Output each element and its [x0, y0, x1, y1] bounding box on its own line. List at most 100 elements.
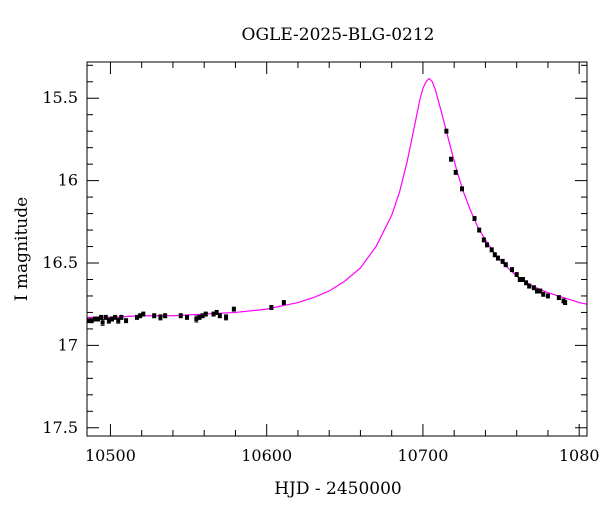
- data-point: [203, 311, 208, 317]
- tick-labels: 10500 10600 10700 1080 15.5 16 16.5 17 17.5: [42, 88, 599, 465]
- data-marker: [500, 259, 505, 264]
- y-tick-label: 17.5: [42, 418, 78, 437]
- data-marker: [116, 318, 121, 323]
- axis-ticks: [87, 62, 587, 436]
- data-point: [527, 283, 532, 289]
- data-point: [185, 314, 189, 320]
- data-marker: [138, 313, 143, 318]
- data-point: [556, 295, 561, 301]
- data-point: [495, 255, 500, 261]
- data-marker: [472, 216, 477, 221]
- data-marker: [89, 318, 94, 323]
- plot-frame: [86, 61, 588, 437]
- data-point: [460, 186, 464, 192]
- data-marker: [194, 317, 199, 322]
- data-marker: [524, 280, 529, 285]
- data-marker: [520, 277, 525, 282]
- y-tick-label: 15.5: [42, 88, 78, 107]
- data-marker: [453, 170, 458, 175]
- data-point: [472, 216, 477, 221]
- data-point: [119, 314, 124, 320]
- data-marker: [99, 315, 104, 320]
- data-marker: [224, 315, 229, 320]
- data-marker: [100, 320, 105, 325]
- data-point: [514, 272, 519, 278]
- data-marker: [269, 305, 274, 310]
- data-point: [224, 314, 229, 321]
- data-marker: [531, 285, 536, 290]
- data-point: [113, 314, 118, 320]
- data-point: [444, 128, 449, 134]
- data-point: [231, 306, 236, 312]
- data-marker: [481, 237, 486, 242]
- data-point: [503, 262, 508, 268]
- data-point: [477, 227, 482, 233]
- data-point: [281, 300, 286, 306]
- data-marker: [541, 292, 546, 297]
- data-marker: [200, 313, 205, 318]
- data-point: [217, 313, 222, 319]
- x-tick-label: 1080: [559, 446, 600, 465]
- data-marker: [92, 317, 97, 322]
- data-marker: [211, 312, 216, 317]
- y-tick-label: 16.5: [42, 253, 78, 272]
- data-point: [541, 291, 546, 297]
- model-curve-layer: [87, 77, 588, 318]
- data-marker: [503, 262, 508, 267]
- data-marker: [489, 247, 494, 252]
- data-marker: [178, 313, 183, 318]
- data-point: [449, 156, 454, 162]
- data-marker: [203, 312, 208, 317]
- x-tick-label: 10500: [85, 446, 136, 465]
- data-point: [563, 300, 568, 306]
- data-marker: [449, 157, 454, 162]
- data-marker: [86, 318, 91, 323]
- data-marker: [535, 289, 539, 294]
- data-marker: [106, 318, 111, 323]
- data-marker: [217, 313, 222, 318]
- data-point: [110, 316, 114, 322]
- data-marker: [545, 293, 550, 298]
- data-points-layer: [86, 128, 568, 326]
- data-marker: [538, 289, 543, 294]
- x-tick-label: 10700: [397, 446, 448, 465]
- y-tick-label: 16: [58, 171, 78, 190]
- data-point: [163, 313, 168, 319]
- data-marker: [517, 277, 522, 282]
- data-marker: [119, 315, 124, 320]
- data-marker: [214, 310, 219, 315]
- data-point: [100, 318, 105, 326]
- data-marker: [563, 300, 568, 305]
- data-point: [99, 314, 104, 320]
- x-tick-label: 10600: [241, 446, 292, 465]
- data-marker: [185, 315, 189, 320]
- x-axis-label: HJD - 2450000: [274, 479, 402, 499]
- data-marker: [492, 252, 497, 257]
- y-tick-label: 17: [58, 335, 78, 354]
- data-marker: [485, 242, 489, 247]
- y-axis-label: I magnitude: [12, 197, 32, 301]
- model-curve-line: [87, 77, 588, 318]
- data-marker: [231, 307, 236, 312]
- data-marker: [281, 300, 286, 305]
- data-point: [269, 305, 274, 310]
- data-marker: [527, 284, 532, 289]
- data-marker: [152, 313, 157, 318]
- data-point: [510, 267, 514, 273]
- data-marker: [556, 295, 561, 300]
- data-marker: [158, 315, 163, 320]
- data-point: [485, 242, 489, 248]
- data-marker: [495, 256, 500, 261]
- data-point: [481, 237, 486, 243]
- data-point: [141, 311, 146, 317]
- data-marker: [135, 315, 139, 320]
- data-marker: [103, 315, 108, 320]
- data-marker: [124, 318, 129, 323]
- data-point: [152, 313, 157, 319]
- data-marker: [113, 315, 118, 320]
- data-marker: [514, 272, 519, 277]
- data-marker: [460, 186, 464, 191]
- data-point: [124, 318, 129, 324]
- data-point: [158, 314, 163, 321]
